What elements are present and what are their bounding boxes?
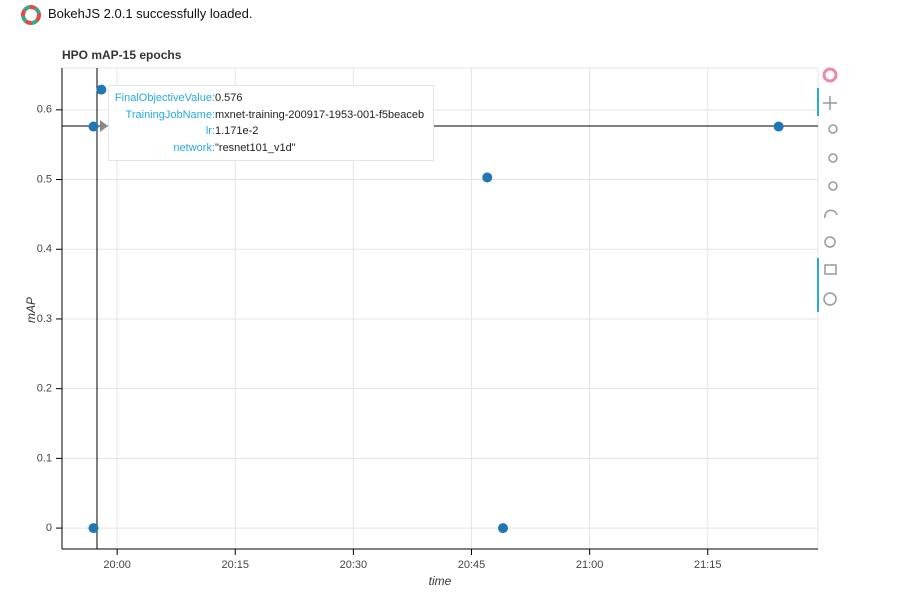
bokeh-logo xyxy=(21,5,41,25)
y-tick-label: 0.3 xyxy=(37,313,52,325)
x-tick-label: 20:15 xyxy=(221,559,249,571)
y-axis-label: mAP xyxy=(24,297,38,323)
x-tick-label: 20:30 xyxy=(340,559,368,571)
banner: BokehJS 2.0.1 successfully loaded. xyxy=(48,6,253,21)
point xyxy=(498,523,508,534)
marks xyxy=(88,84,784,534)
x-tick-label: 20:00 xyxy=(103,559,131,571)
zoom-in-tool[interactable] xyxy=(828,153,838,163)
tooltip-arrow xyxy=(100,120,108,132)
toolbar xyxy=(817,67,838,312)
x-tick-label: 21:15 xyxy=(694,559,722,571)
y-tick-label: 0.2 xyxy=(37,383,52,395)
tooltip-value: "resnet101_v1d" xyxy=(215,141,296,154)
crosshair-tool[interactable] xyxy=(823,292,837,306)
hover-tool[interactable] xyxy=(824,264,837,275)
point xyxy=(96,84,107,95)
x-axis-label: time xyxy=(429,574,452,588)
toolbar-logo xyxy=(822,67,838,83)
x-tick-label: 21:00 xyxy=(576,559,604,571)
tooltip-key: FinalObjectiveValue: xyxy=(114,92,215,104)
tooltip-value: mxnet-training-200917-1953-001-f5beaceb xyxy=(215,108,425,121)
y-tick-label: 0 xyxy=(46,522,52,534)
point xyxy=(482,172,493,183)
x-tick-label: 20:45 xyxy=(458,559,486,571)
zoom-out-tool[interactable] xyxy=(828,181,838,191)
tooltip-value: 1.171e-2 xyxy=(215,125,259,137)
tooltip-row: lr: 1.171e-2 xyxy=(109,123,433,140)
point xyxy=(773,121,784,132)
tooltip-row: FinalObjectiveValue: 0.576 xyxy=(109,90,433,107)
tooltip-key: lr: xyxy=(205,125,215,137)
y-tick-label: 0.1 xyxy=(37,452,52,464)
point xyxy=(88,121,99,132)
tooltip-value: 0.576 xyxy=(215,92,243,104)
point xyxy=(88,523,99,534)
box-zoom-tool[interactable] xyxy=(828,124,838,134)
tooltip-row: network: "resnet101_v1d" xyxy=(109,140,433,157)
chart-title: HPO mAP-15 epochs xyxy=(62,48,182,62)
y-tick-label: 0.6 xyxy=(37,104,52,116)
tooltip-row: TrainingJobName: mxnet-training-200917-19… xyxy=(109,107,433,124)
y-tick-label: 0.4 xyxy=(37,243,52,255)
y-tick-label: 0.5 xyxy=(37,173,52,185)
tooltip-key: network: xyxy=(173,141,215,154)
tooltip-key: TrainingJobName: xyxy=(125,108,215,121)
undo-tool[interactable] xyxy=(824,209,838,219)
pan-tool[interactable] xyxy=(823,96,837,110)
tooltip: FinalObjectiveValue: 0.576 TrainingJobName… xyxy=(108,85,434,161)
reset-tool[interactable] xyxy=(824,236,836,248)
